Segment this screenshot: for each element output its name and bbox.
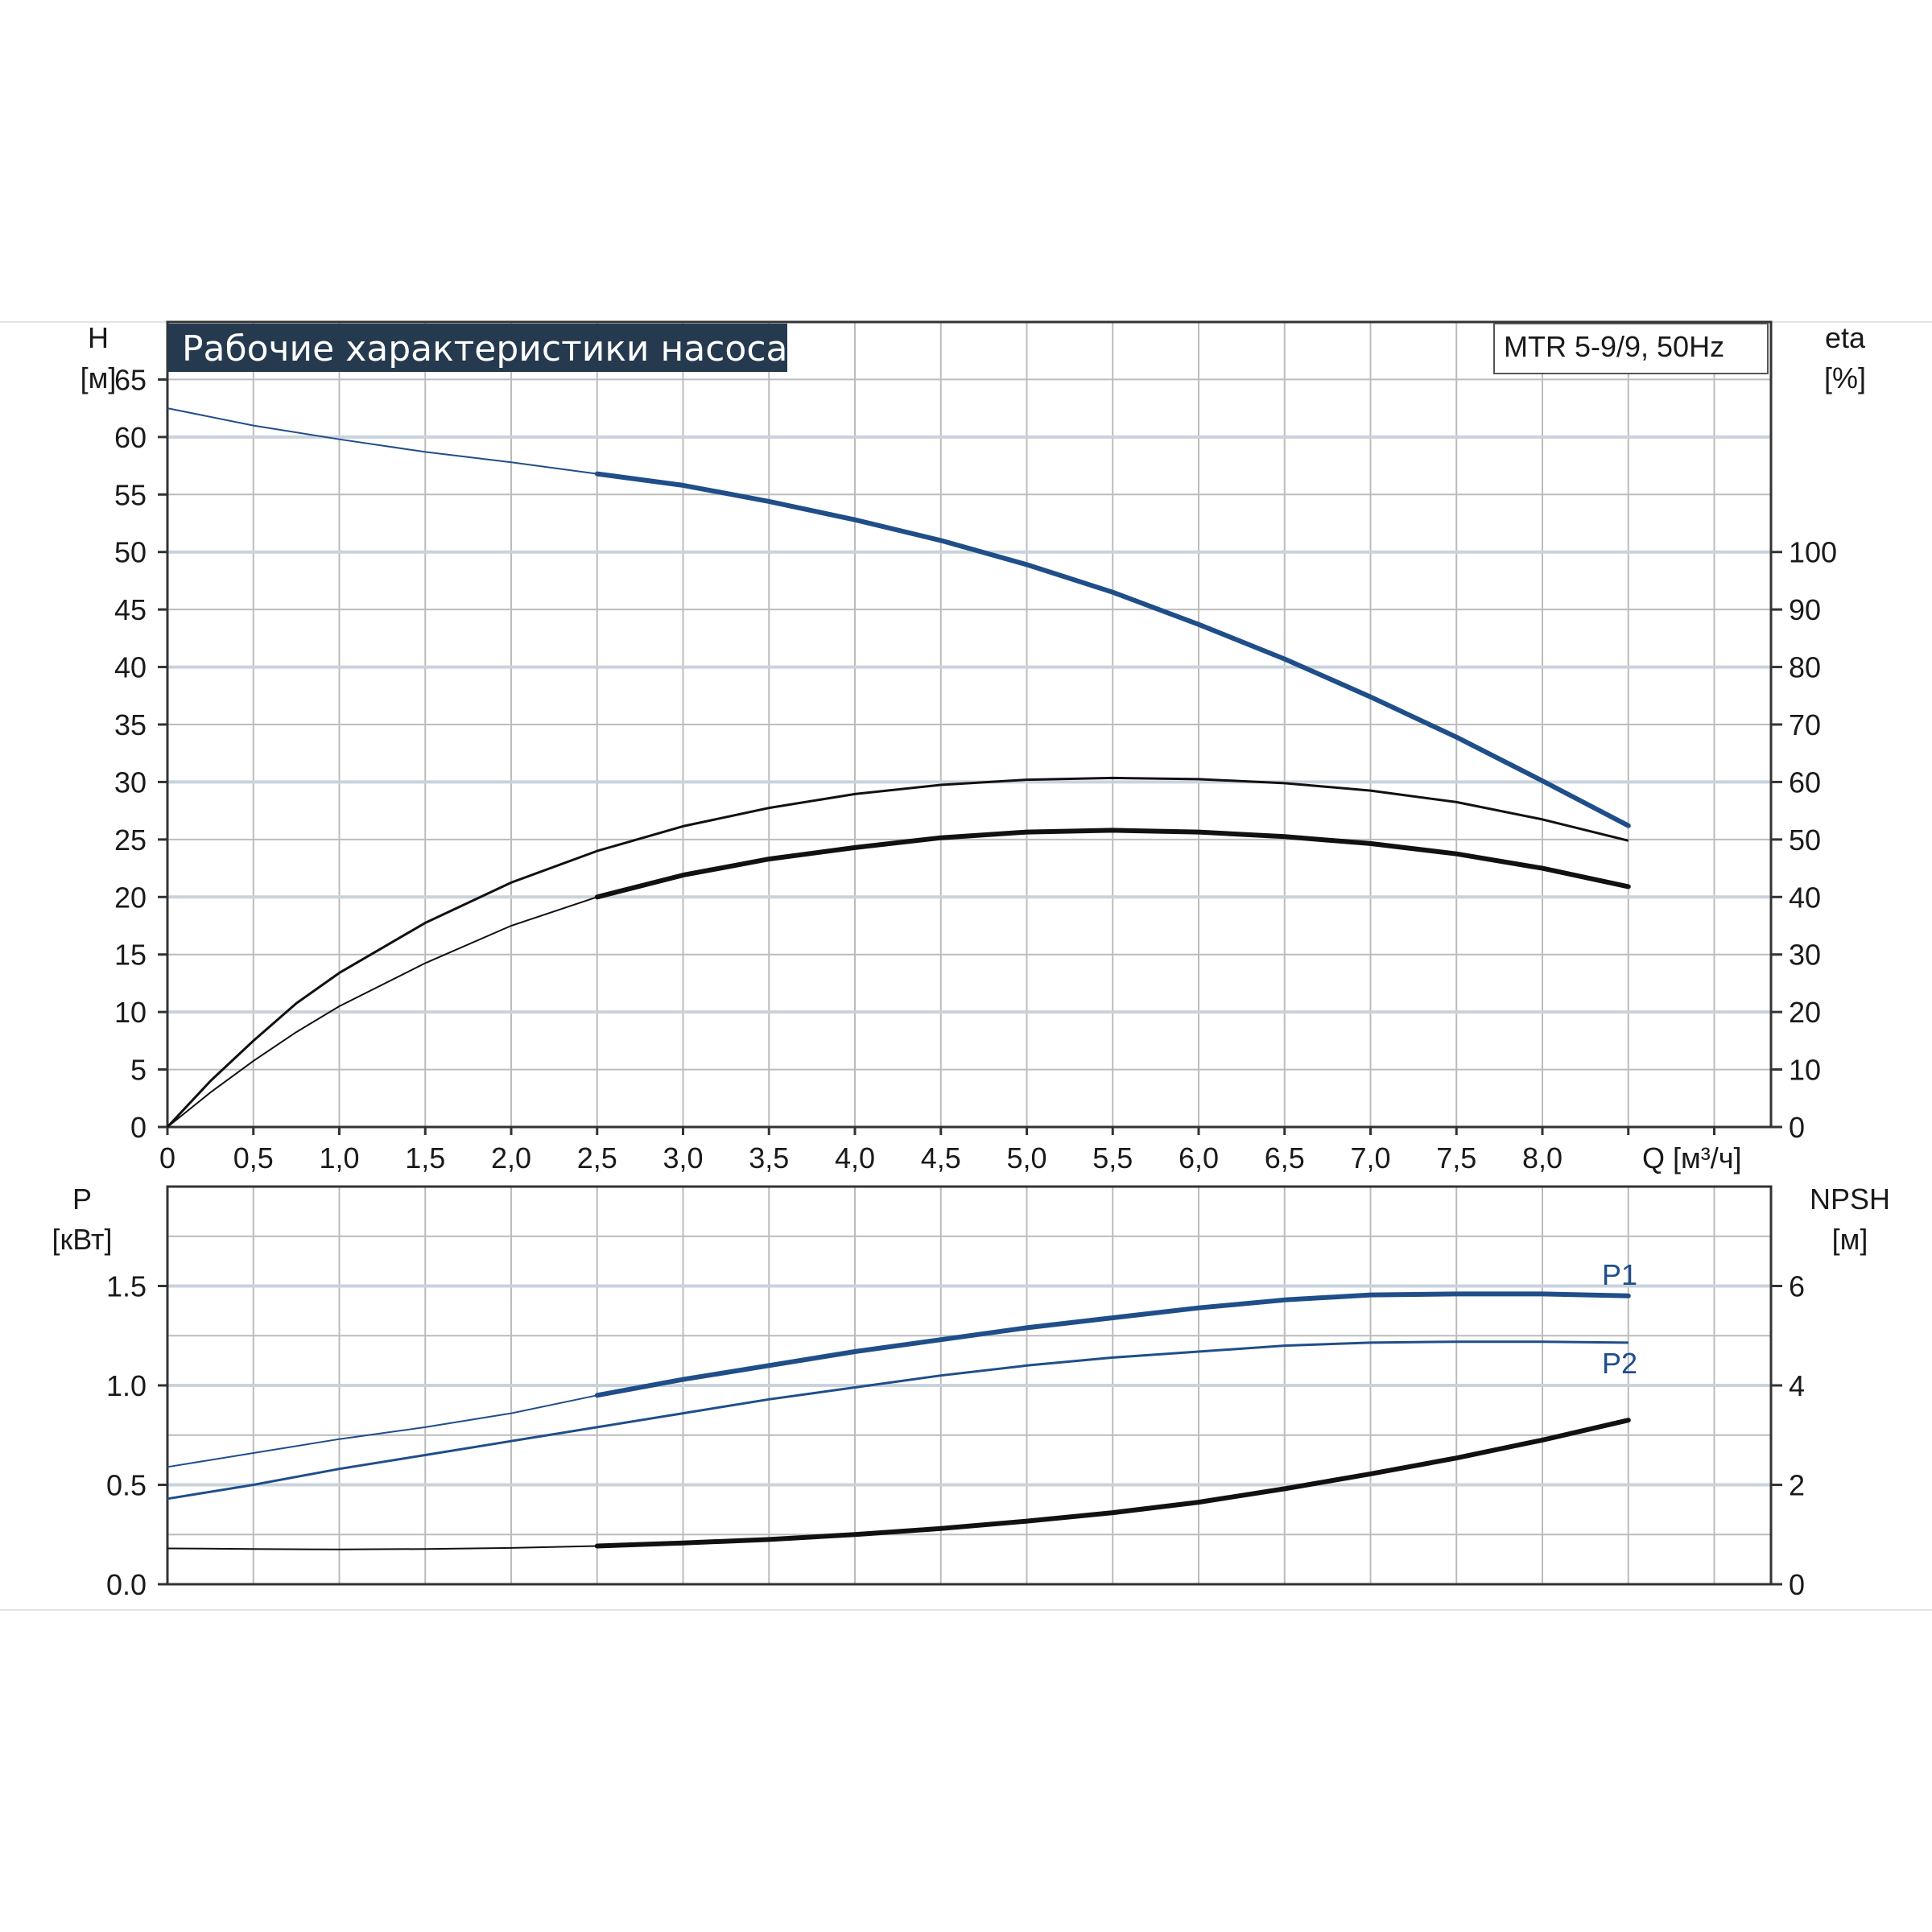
x-tick-label: 1,5 — [405, 1141, 445, 1174]
y-right-tick-label: 0 — [1789, 1111, 1805, 1144]
y-right-tick-label: 100 — [1789, 536, 1837, 569]
head-efficiency-chart: 0 5 10 15 20 25 30 35 40 45 50 55 60 65 0 10 20 30 40 50 60 7… — [80, 320, 1866, 1174]
y-right-tick-label: 30 — [1789, 939, 1821, 972]
y-left-tick-label: 65 — [114, 363, 147, 396]
y-left-tick-label: 10 — [114, 996, 147, 1029]
power-npsh-chart: 0.0 0.5 1.0 1.5 0 2 4 6 P [кВт] NPSH [м] P1 P2 — [52, 1183, 1890, 1601]
y-left-tick-label: 30 — [114, 766, 147, 799]
series-line-thin — [167, 896, 598, 1128]
npsh-axis-title: NPSH — [1810, 1183, 1890, 1216]
x-tick-label: 4,0 — [835, 1141, 875, 1174]
y-right-unit: [%] — [1824, 361, 1866, 394]
x-tick-label: 3,5 — [749, 1141, 789, 1174]
model-box — [1493, 323, 1769, 374]
y-left-tick-label: 35 — [114, 708, 147, 741]
y-right-tick-label: 80 — [1789, 651, 1821, 684]
y-right-tick-label: 10 — [1789, 1054, 1821, 1087]
bottom-series — [167, 1291, 1631, 1550]
series-line-bold — [594, 1418, 1631, 1549]
y-left-tick-label: 20 — [114, 881, 147, 914]
bottom-ticks: 0.0 0.5 1.0 1.5 0 2 4 6 — [106, 1270, 1805, 1602]
series-line — [166, 776, 1629, 1129]
series-line-thin — [167, 1394, 598, 1468]
bottom-grid — [167, 1187, 1771, 1584]
y-right-tick-label: 6 — [1789, 1270, 1805, 1303]
x-tick-label: 1,0 — [319, 1141, 359, 1174]
y-right-tick-label: 40 — [1789, 881, 1821, 914]
y-right-tick-label: 60 — [1789, 766, 1821, 799]
x-tick-label: 5,5 — [1092, 1141, 1133, 1174]
series-line-bold — [594, 1291, 1631, 1398]
y-left-tick-label: 1.0 — [106, 1369, 147, 1402]
series-label-p1: P1 — [1602, 1258, 1637, 1291]
npsh-axis-unit: [м] — [1832, 1223, 1868, 1256]
y-left-tick-label: 1.5 — [106, 1270, 147, 1303]
x-tick-label: 2,0 — [491, 1141, 531, 1174]
y-left-tick-label: 45 — [114, 593, 147, 626]
x-tick-label: 4,5 — [921, 1141, 961, 1174]
y-left-tick-label: 0 — [130, 1111, 147, 1144]
y-right-tick-label: 2 — [1789, 1469, 1805, 1502]
series-label-p2: P2 — [1602, 1347, 1637, 1380]
x-tick-label: 8,0 — [1522, 1141, 1563, 1174]
x-tick-label: 3,0 — [663, 1141, 703, 1174]
x-tick-label: 0,5 — [233, 1141, 274, 1174]
top-series — [166, 407, 1631, 1129]
series-line-bold — [594, 471, 1631, 828]
y-left-tick-label: 15 — [114, 939, 147, 972]
y-right-title: eta — [1825, 321, 1866, 354]
y-left-tick-label: 0.0 — [106, 1568, 147, 1601]
y-right-tick-label: 70 — [1789, 708, 1821, 741]
y-right-tick-label: 20 — [1789, 996, 1821, 1029]
chart-title: Рабочие характеристики насоса — [182, 328, 787, 369]
y-left-title: H — [88, 321, 109, 354]
series-line-thin — [167, 407, 597, 475]
x-tick-label: 6,0 — [1179, 1141, 1219, 1174]
series-line — [167, 1340, 1629, 1501]
x-tick-label: 2,5 — [577, 1141, 617, 1174]
x-tick-label: 7,5 — [1436, 1141, 1476, 1174]
p-axis-unit: [кВт] — [52, 1223, 112, 1256]
series-line-bold — [594, 828, 1631, 900]
y-right-tick-label: 90 — [1789, 593, 1821, 626]
x-tick-label: 6,5 — [1265, 1141, 1305, 1174]
y-left-unit: [м] — [80, 361, 117, 394]
y-left-tick-label: 60 — [114, 421, 147, 454]
model-label: MTR 5-9/9, 50Hz — [1504, 330, 1724, 363]
top-grid — [167, 322, 1771, 1127]
x-tick-label: 0 — [159, 1141, 175, 1174]
y-right-tick-label: 0 — [1789, 1568, 1805, 1601]
y-left-tick-label: 0.5 — [106, 1469, 147, 1502]
series-line-thin — [167, 1545, 597, 1550]
p-axis-title: P — [72, 1183, 92, 1216]
y-left-tick-label: 40 — [114, 651, 147, 684]
y-left-tick-label: 50 — [114, 536, 147, 569]
top-ticks: 0 5 10 15 20 25 30 35 40 45 50 55 60 65 0 10 20 30 40 50 60 7… — [114, 363, 1837, 1174]
y-right-tick-label: 50 — [1789, 824, 1821, 857]
x-tick-label: 7,0 — [1350, 1141, 1390, 1174]
x-axis-title: Q [м³/ч] — [1642, 1141, 1742, 1174]
y-left-tick-label: 5 — [130, 1054, 147, 1087]
y-left-tick-label: 55 — [114, 478, 147, 511]
y-left-tick-label: 25 — [114, 824, 147, 857]
y-right-tick-label: 4 — [1789, 1369, 1805, 1402]
chart-title-box — [167, 324, 787, 372]
x-tick-label: 5,0 — [1006, 1141, 1046, 1174]
